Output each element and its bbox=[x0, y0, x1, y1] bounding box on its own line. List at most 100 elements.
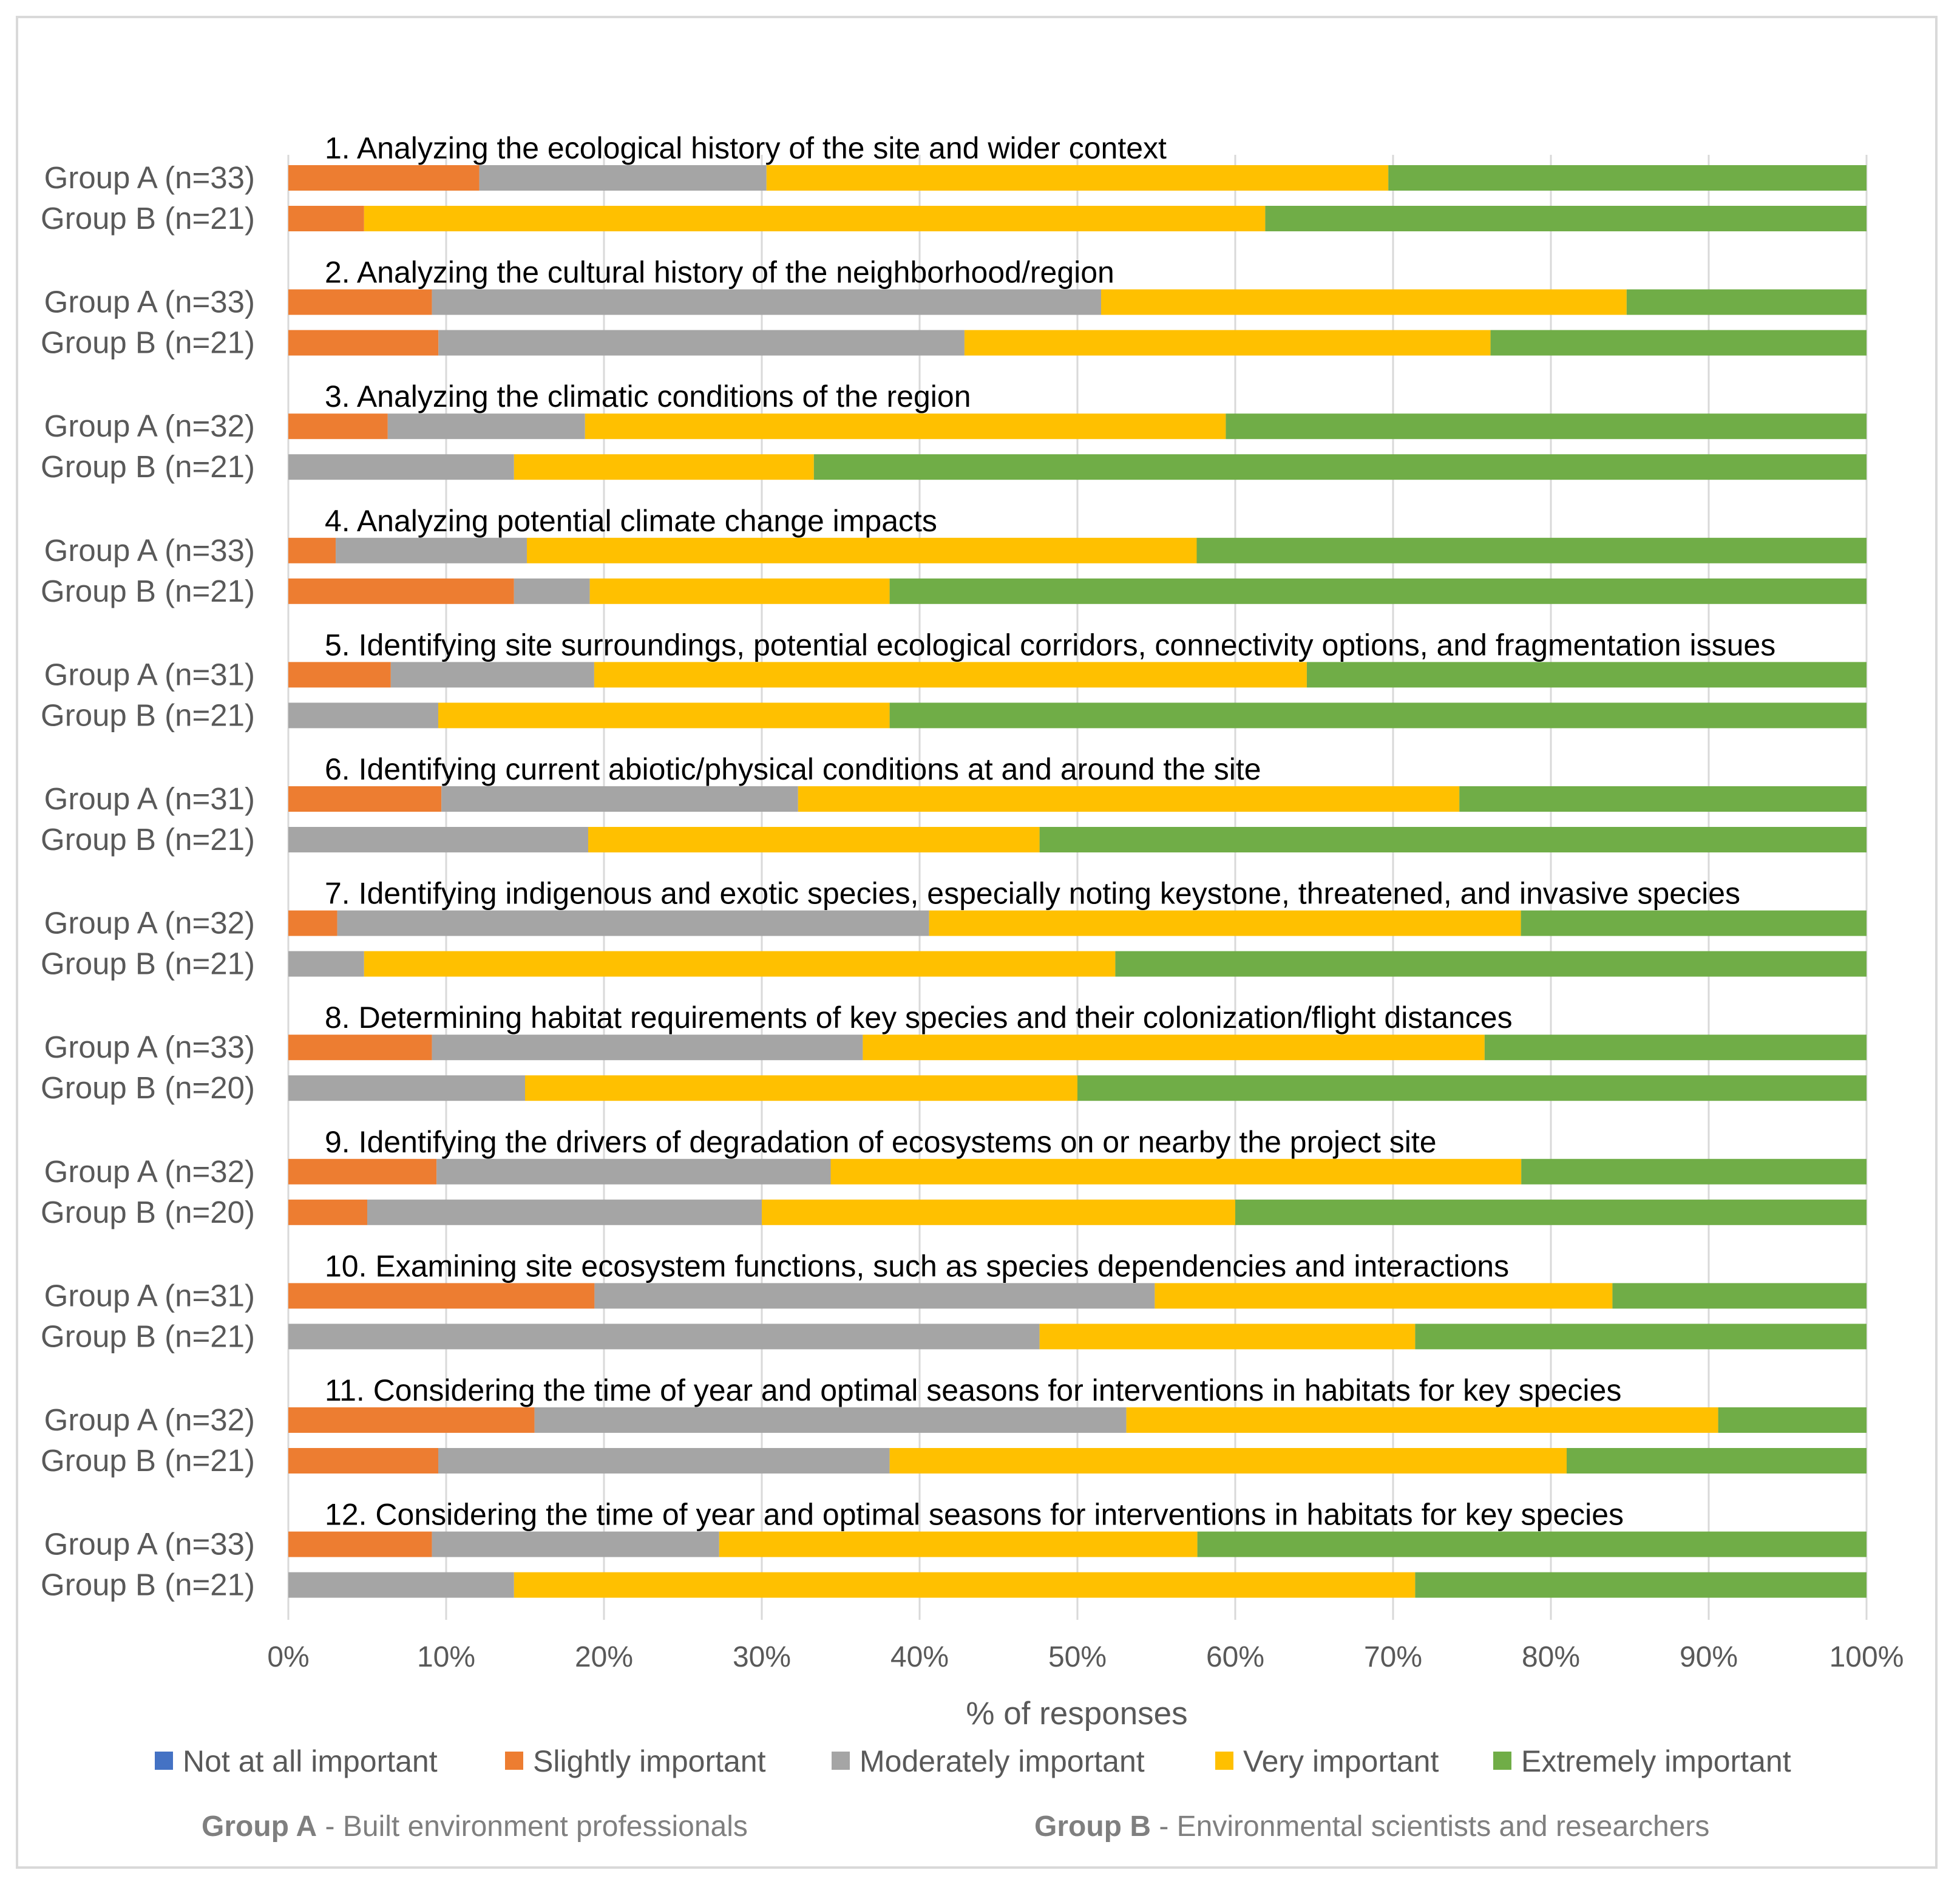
category-label: Group B (n=21) bbox=[41, 947, 255, 981]
bar-segment bbox=[594, 1283, 1155, 1309]
bar-segment bbox=[288, 578, 514, 604]
legend-swatch bbox=[832, 1752, 850, 1770]
bar-segment bbox=[336, 537, 527, 563]
x-tick-label: 80% bbox=[1522, 1641, 1580, 1673]
category-label: Group A (n=33) bbox=[44, 1030, 255, 1064]
item-title: 7. Identifying indigenous and exotic spe… bbox=[325, 877, 1740, 911]
category-label: Group A (n=32) bbox=[44, 1154, 255, 1189]
bar-segment bbox=[1521, 1158, 1867, 1185]
x-tick-label: 10% bbox=[417, 1641, 475, 1673]
item-title: 5. Identifying site surroundings, potent… bbox=[325, 628, 1775, 662]
item-title: 6. Identifying current abiotic/physical … bbox=[325, 752, 1261, 786]
bar-segment bbox=[479, 165, 767, 191]
bar-segment bbox=[1388, 165, 1867, 191]
bar-segment bbox=[288, 951, 364, 977]
category-label: Group A (n=33) bbox=[44, 533, 255, 568]
bar-segment bbox=[798, 786, 1460, 812]
legend-swatch bbox=[1493, 1752, 1511, 1770]
bar-segment bbox=[1521, 910, 1867, 936]
bar-segment bbox=[525, 1075, 1077, 1101]
item-title: 1. Analyzing the ecological history of t… bbox=[325, 131, 1167, 165]
bar-segment bbox=[288, 1407, 535, 1433]
gridlines bbox=[287, 155, 1868, 1620]
bar-segment bbox=[288, 289, 432, 315]
x-tick-label: 60% bbox=[1206, 1641, 1264, 1673]
bar-segment bbox=[585, 413, 1226, 440]
category-label: Group A (n=32) bbox=[44, 906, 255, 940]
bar-segment bbox=[929, 910, 1521, 936]
category-label: Group B (n=20) bbox=[41, 1195, 255, 1229]
item-titles: 1. Analyzing the ecological history of t… bbox=[325, 131, 1775, 1532]
bar-segment bbox=[830, 1158, 1522, 1185]
item-title: 3. Analyzing the climatic conditions of … bbox=[325, 379, 971, 413]
category-label: Group A (n=33) bbox=[44, 160, 255, 195]
bar-segment bbox=[438, 1448, 890, 1474]
bar-segment bbox=[438, 330, 965, 356]
bar-segment bbox=[1415, 1324, 1867, 1350]
legend-label: Slightly important bbox=[533, 1744, 766, 1778]
bar-segment bbox=[390, 662, 594, 688]
bar-segment bbox=[762, 1199, 1235, 1225]
x-axis-title: % of responses bbox=[966, 1696, 1187, 1732]
bar-segment bbox=[288, 1283, 595, 1309]
bar-segment bbox=[288, 910, 337, 936]
bar-segment bbox=[1101, 289, 1627, 315]
bar-segment bbox=[432, 1531, 719, 1557]
category-label: Group B (n=21) bbox=[41, 325, 255, 360]
category-label: Group B (n=21) bbox=[41, 1443, 255, 1478]
bar-segment bbox=[364, 206, 1266, 231]
bar-segment bbox=[436, 1158, 831, 1185]
bar-segment bbox=[288, 662, 391, 688]
bar-segment bbox=[863, 1035, 1485, 1061]
bar-segment bbox=[1490, 330, 1867, 356]
category-label: Group B (n=21) bbox=[41, 449, 255, 484]
x-tick-label: 40% bbox=[890, 1641, 949, 1673]
bar-segment bbox=[438, 702, 890, 729]
bar-segment bbox=[1567, 1448, 1867, 1474]
bar-segment bbox=[288, 1158, 437, 1185]
category-label: Group A (n=31) bbox=[44, 657, 255, 692]
bar-segment bbox=[288, 165, 480, 191]
bar-segment bbox=[288, 786, 442, 812]
category-label: Group B (n=21) bbox=[41, 1319, 255, 1353]
bar-segment bbox=[889, 702, 1867, 729]
legend-swatch bbox=[155, 1752, 173, 1770]
bar-segment bbox=[1265, 206, 1867, 231]
bar-segment bbox=[337, 910, 929, 936]
legend-label: Not at all important bbox=[183, 1744, 438, 1778]
bar-segment bbox=[288, 206, 364, 231]
x-tick-label: 30% bbox=[733, 1641, 791, 1673]
bar-segment bbox=[432, 289, 1101, 315]
bar-segment bbox=[514, 454, 814, 480]
bar-segment bbox=[526, 537, 1197, 563]
bar-segment bbox=[364, 951, 1116, 977]
bar-segment bbox=[432, 1035, 863, 1061]
bar-segment bbox=[1126, 1407, 1718, 1433]
bar-segment bbox=[514, 1572, 1416, 1598]
bar-segment bbox=[288, 1075, 525, 1101]
category-label: Group B (n=21) bbox=[41, 1568, 255, 1602]
category-label: Group A (n=33) bbox=[44, 1527, 255, 1562]
bar-segment bbox=[441, 786, 798, 812]
bar-segment bbox=[1155, 1283, 1613, 1309]
legend-label: Moderately important bbox=[860, 1744, 1145, 1778]
legend-swatch bbox=[505, 1752, 523, 1770]
bar-segment bbox=[1077, 1075, 1867, 1101]
bars-layer bbox=[288, 165, 1867, 1598]
category-label: Group B (n=21) bbox=[41, 822, 255, 857]
bar-segment bbox=[1459, 786, 1867, 812]
bar-segment bbox=[1484, 1035, 1867, 1061]
bar-segment bbox=[367, 1199, 762, 1225]
bar-segment bbox=[766, 165, 1389, 191]
bar-segment bbox=[1612, 1283, 1867, 1309]
bar-segment bbox=[1718, 1407, 1867, 1433]
footnote-group-a-label: Group A bbox=[202, 1810, 317, 1843]
item-title: 4. Analyzing potential climate change im… bbox=[325, 504, 937, 538]
bar-segment bbox=[288, 1531, 432, 1557]
bar-segment bbox=[288, 1448, 438, 1474]
item-title: 8. Determining habitat requirements of k… bbox=[325, 1001, 1513, 1035]
x-tick-label: 100% bbox=[1829, 1641, 1904, 1673]
bar-segment bbox=[1306, 662, 1867, 688]
bar-segment bbox=[288, 1199, 367, 1225]
